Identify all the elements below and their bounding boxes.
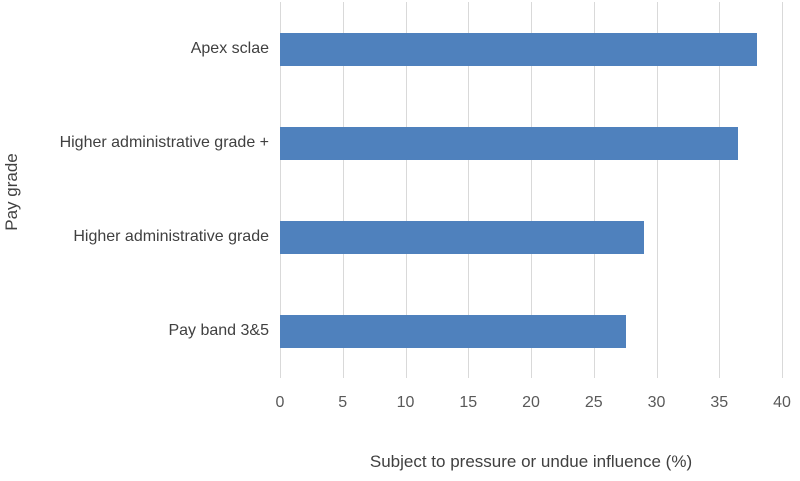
gridline <box>531 2 532 378</box>
gridline <box>593 2 595 378</box>
x-tick-label: 20 <box>522 394 540 411</box>
category-label: Higher administrative grade + <box>59 134 269 151</box>
bar <box>280 126 739 160</box>
gridline <box>719 2 721 378</box>
gridline <box>782 2 783 378</box>
bar <box>280 32 757 66</box>
gridline <box>342 2 344 378</box>
bar <box>280 314 627 348</box>
gridline <box>656 2 658 378</box>
category-axis-labels: Apex sclae Higher administrative grade + H… <box>0 2 269 378</box>
gridline <box>405 2 407 378</box>
x-tick-label: 10 <box>396 394 415 411</box>
category-label: Apex sclae <box>190 40 269 57</box>
x-tick-label: 40 <box>773 394 791 411</box>
category-label: Higher administrative grade <box>73 228 269 245</box>
x-tick-label: 30 <box>647 394 666 411</box>
x-tick-label: 15 <box>459 394 478 411</box>
x-tick-label: 5 <box>338 394 348 411</box>
x-tick-label: 0 <box>275 394 285 411</box>
bar <box>280 220 644 254</box>
gridline <box>280 2 281 378</box>
x-axis-title: Subject to pressure or undue influence (… <box>369 452 693 471</box>
gridline <box>468 2 470 378</box>
plot-area <box>280 2 783 378</box>
x-tick-label: 35 <box>710 394 729 411</box>
category-label: Pay band 3&5 <box>168 322 269 339</box>
x-tick-label: 25 <box>584 394 603 411</box>
